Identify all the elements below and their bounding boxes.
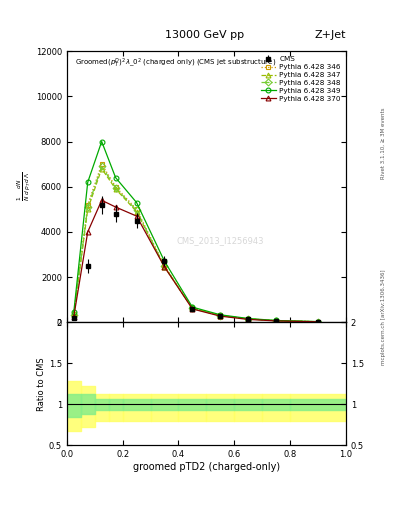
Pythia 6.428 370 (72, 313, 76, 319)
Pythia 6.428 346 (134, 206, 139, 212)
Pythia 6.428 346 (72, 311, 76, 317)
Pythia 6.428 347 (134, 208, 139, 215)
Pythia 6.428 348 (162, 263, 167, 269)
Pythia 6.428 370 (85, 229, 90, 235)
Text: Rivet 3.1.10, ≥ 3M events: Rivet 3.1.10, ≥ 3M events (381, 108, 386, 179)
Pythia 6.428 347 (99, 165, 104, 172)
Pythia 6.428 346 (190, 305, 195, 311)
Pythia 6.428 349 (190, 304, 195, 310)
Line: Pythia 6.428 349: Pythia 6.428 349 (72, 139, 320, 324)
Pythia 6.428 370 (316, 318, 320, 325)
Line: Pythia 6.428 347: Pythia 6.428 347 (72, 166, 320, 324)
Pythia 6.428 347 (190, 305, 195, 311)
Legend: CMS, Pythia 6.428 346, Pythia 6.428 347, Pythia 6.428 348, Pythia 6.428 349, Pyt: CMS, Pythia 6.428 346, Pythia 6.428 347,… (259, 55, 342, 103)
Pythia 6.428 346 (218, 312, 222, 318)
Text: Groomed$(p_T^D)^2\lambda\_0^2$ (charged only) (CMS jet substructure): Groomed$(p_T^D)^2\lambda\_0^2$ (charged … (75, 57, 276, 70)
Pythia 6.428 348 (246, 316, 251, 322)
Pythia 6.428 370 (246, 316, 251, 323)
Pythia 6.428 370 (274, 318, 278, 324)
Pythia 6.428 346 (162, 263, 167, 269)
Pythia 6.428 370 (162, 264, 167, 270)
Pythia 6.428 348 (99, 163, 104, 169)
Pythia 6.428 349 (113, 175, 118, 181)
Pythia 6.428 348 (274, 317, 278, 324)
Line: Pythia 6.428 346: Pythia 6.428 346 (72, 162, 320, 324)
Pythia 6.428 349 (85, 179, 90, 185)
Pythia 6.428 370 (99, 197, 104, 203)
Pythia 6.428 346 (316, 318, 320, 325)
Text: 13000 GeV pp: 13000 GeV pp (165, 30, 244, 40)
Pythia 6.428 349 (246, 315, 251, 322)
Line: Pythia 6.428 348: Pythia 6.428 348 (72, 164, 320, 324)
Pythia 6.428 370 (190, 306, 195, 312)
X-axis label: groomed pTD2 (charged-only): groomed pTD2 (charged-only) (133, 462, 280, 472)
Pythia 6.428 347 (316, 318, 320, 325)
Pythia 6.428 347 (113, 186, 118, 192)
Pythia 6.428 370 (113, 204, 118, 210)
Pythia 6.428 348 (134, 207, 139, 214)
Y-axis label: Ratio to CMS: Ratio to CMS (37, 357, 46, 411)
Text: Z+Jet: Z+Jet (314, 30, 346, 40)
Pythia 6.428 347 (72, 312, 76, 318)
Pythia 6.428 348 (316, 318, 320, 325)
Pythia 6.428 349 (218, 312, 222, 318)
Pythia 6.428 348 (72, 311, 76, 317)
Pythia 6.428 346 (99, 161, 104, 167)
Pythia 6.428 347 (246, 316, 251, 322)
Text: mcplots.cern.ch [arXiv:1306.3436]: mcplots.cern.ch [arXiv:1306.3436] (381, 270, 386, 365)
Pythia 6.428 346 (113, 184, 118, 190)
Pythia 6.428 349 (316, 318, 320, 325)
Pythia 6.428 347 (274, 317, 278, 324)
Text: CMS_2013_I1256943: CMS_2013_I1256943 (176, 237, 264, 245)
Pythia 6.428 348 (218, 312, 222, 318)
Y-axis label: $\frac{1}{N}\,\frac{dN}{d\,p_T\,d\,\Lambda}$: $\frac{1}{N}\,\frac{dN}{d\,p_T\,d\,\Lamb… (16, 172, 33, 201)
Pythia 6.428 348 (190, 305, 195, 311)
Pythia 6.428 346 (246, 316, 251, 322)
Pythia 6.428 349 (162, 258, 167, 264)
Pythia 6.428 349 (274, 317, 278, 324)
Pythia 6.428 370 (218, 313, 222, 319)
Line: Pythia 6.428 370: Pythia 6.428 370 (72, 198, 320, 324)
Pythia 6.428 347 (85, 206, 90, 212)
Pythia 6.428 346 (274, 317, 278, 324)
Pythia 6.428 348 (85, 204, 90, 210)
Pythia 6.428 349 (72, 309, 76, 315)
Pythia 6.428 346 (85, 202, 90, 208)
Pythia 6.428 347 (218, 312, 222, 318)
Pythia 6.428 347 (162, 264, 167, 270)
Pythia 6.428 370 (134, 213, 139, 219)
Pythia 6.428 349 (99, 138, 104, 144)
Pythia 6.428 348 (113, 185, 118, 191)
Pythia 6.428 349 (134, 200, 139, 206)
